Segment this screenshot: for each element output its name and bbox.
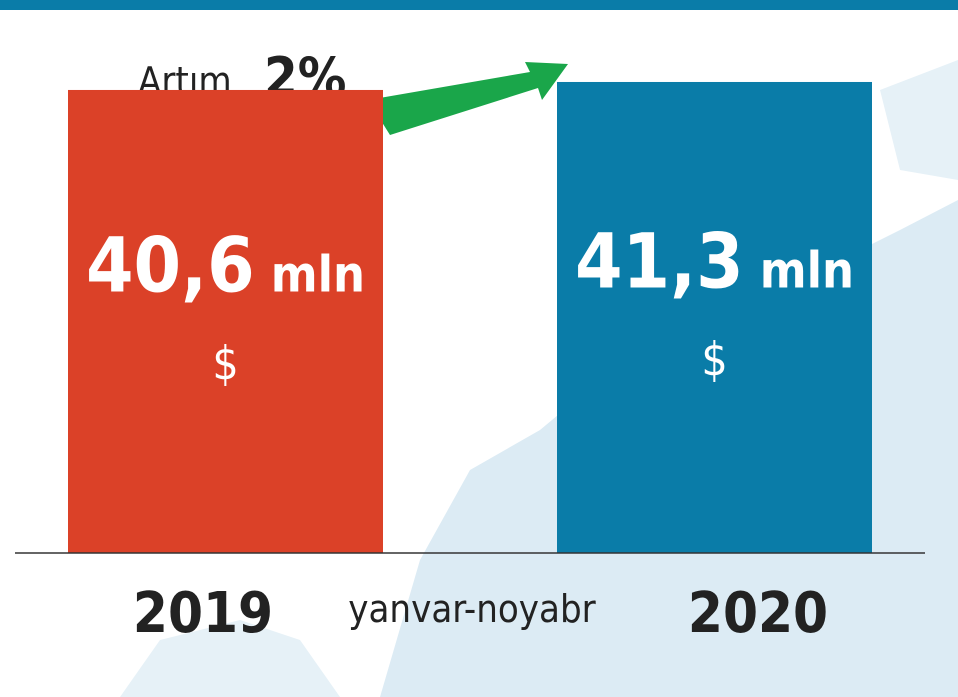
x-label: yanvar-noyabr <box>348 587 596 631</box>
growth-arrow <box>368 62 568 135</box>
bar <box>68 89 383 553</box>
value-number: 40,6 <box>86 220 255 309</box>
x-tick-label: 2020 <box>688 581 828 646</box>
map-shape <box>120 620 340 697</box>
value-number: 41,3 <box>575 216 744 305</box>
value-unit: mln <box>760 241 854 299</box>
value-unit: mln <box>271 245 365 303</box>
value-label: 41,3 mln <box>575 216 854 305</box>
currency-label: $ <box>701 332 727 386</box>
value-label: 40,6 mln <box>86 220 365 309</box>
currency-label: $ <box>212 336 238 390</box>
map-shape <box>880 60 958 180</box>
x-tick-label: 2019 <box>133 581 273 646</box>
top-border <box>0 0 958 10</box>
bar <box>557 81 872 553</box>
